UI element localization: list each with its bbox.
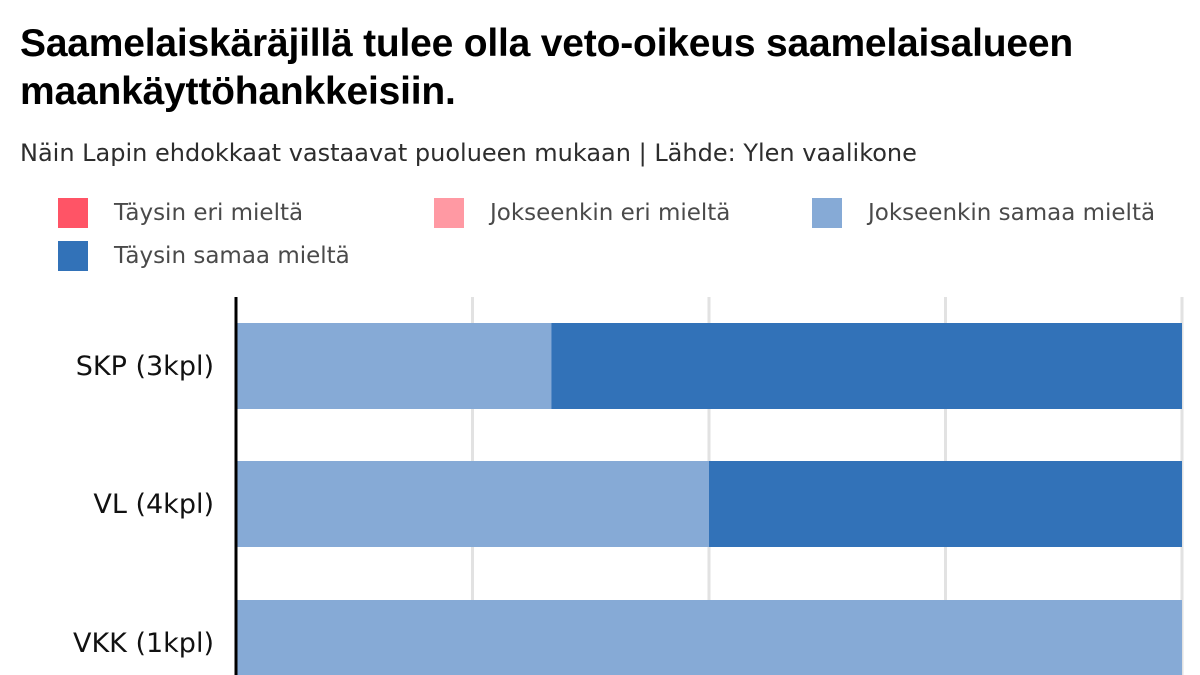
category-label: VKK (1kpl) <box>73 628 214 659</box>
bar-segment <box>236 461 709 547</box>
category-label: VL (4kpl) <box>93 489 214 520</box>
bar-segment <box>551 323 1182 409</box>
bar-segment <box>236 323 552 409</box>
chart-subtitle: Näin Lapin ehdokkaat vastaavat puolueen … <box>20 139 917 167</box>
bar-segment <box>709 461 1182 547</box>
bar-segment <box>236 600 1182 675</box>
category-label: SKP (3kpl) <box>76 351 214 382</box>
chart-title: Saamelaiskäräjillä tulee olla veto-oikeu… <box>20 22 1074 113</box>
